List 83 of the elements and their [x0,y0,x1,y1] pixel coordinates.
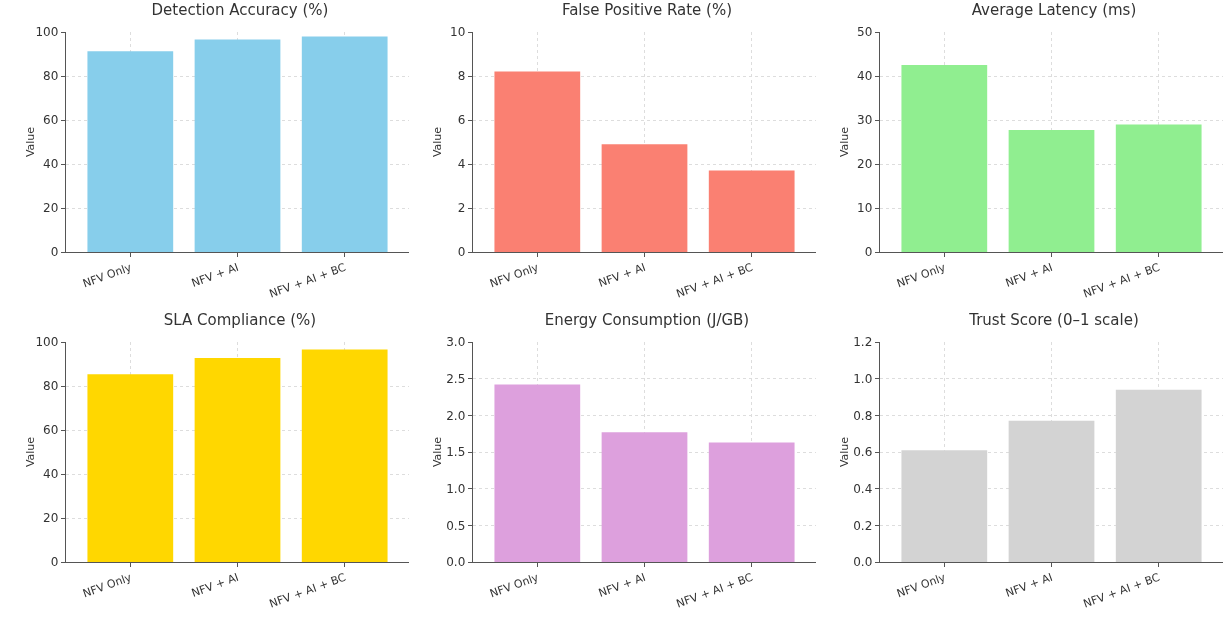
y-tick-label: 60 [43,113,59,128]
y-tick-label: 60 [43,423,59,438]
y-axis-title: Value [837,126,851,158]
y-tick-label: 20 [43,511,59,526]
x-tick-label: NFV + AI [189,570,241,600]
x-tick-label: NFV + AI + BC [674,260,755,301]
chart-title: False Positive Rate (%) [561,1,733,20]
y-tick-label: 50 [857,25,873,40]
chart-title: SLA Compliance (%) [163,311,317,330]
y-tick-label: 80 [43,379,59,394]
y-tick-label: 0.6 [853,445,873,460]
y-tick-label: 8 [457,69,466,84]
chart-title: Trust Score (0–1 scale) [968,311,1139,330]
y-tick-label: 0.5 [446,518,466,533]
x-tick-label: NFV Only [895,260,948,291]
bar [901,65,988,252]
x-tick-label: NFV + AI + BC [674,570,755,611]
y-tick-label: 80 [43,69,59,84]
bar [301,36,388,252]
y-tick-label: 0 [50,245,59,260]
bar [708,170,795,252]
bar [601,432,688,562]
x-tick-label: NFV + AI [189,260,241,290]
y-tick-label: 4 [457,157,466,172]
x-tick-label: NFV + AI [596,570,648,600]
x-tick-label: NFV + AI + BC [1081,570,1162,611]
y-tick-label: 40 [43,467,59,482]
y-tick-label: 0.4 [853,481,873,496]
y-tick-label: 30 [857,113,873,128]
bar [708,442,795,562]
chart-title: Detection Accuracy (%) [151,1,329,20]
bar [301,349,388,562]
x-tick-label: NFV + AI [1003,260,1055,290]
y-tick-label: 0.0 [446,555,466,570]
y-tick-label: 20 [857,157,873,172]
x-tick-label: NFV Only [81,570,134,601]
y-tick-label: 40 [43,157,59,172]
y-tick-label: 0 [864,245,873,260]
bar [194,358,281,562]
y-tick-label: 100 [35,335,59,350]
y-tick-label: 0.8 [853,408,873,423]
y-tick-label: 2.5 [446,371,466,386]
x-tick-label: NFV + AI [1003,570,1055,600]
y-tick-label: 0 [457,245,466,260]
y-axis-title: Value [430,126,444,158]
bar [494,71,581,252]
y-tick-label: 10 [450,25,466,40]
y-tick-label: 2 [457,201,466,216]
y-tick-label: 1.5 [446,445,466,460]
bar [1008,130,1095,252]
y-tick-label: 0 [50,555,59,570]
y-tick-label: 10 [857,201,873,216]
y-tick-label: 3.0 [446,335,466,350]
bar [1115,124,1202,252]
y-tick-label: 6 [457,113,466,128]
y-axis-title: Value [23,126,37,158]
y-tick-label: 0.2 [853,518,873,533]
x-tick-label: NFV Only [488,570,541,601]
x-tick-label: NFV Only [81,260,134,291]
y-axis-title: Value [837,436,851,468]
bar [494,384,581,562]
bar [601,144,688,252]
x-tick-label: NFV + AI [596,260,648,290]
chart-title: Energy Consumption (J/GB) [544,311,750,330]
x-tick-label: NFV Only [488,260,541,291]
y-tick-label: 0.0 [853,555,873,570]
y-tick-label: 20 [43,201,59,216]
x-tick-label: NFV Only [895,570,948,601]
chart-title: Average Latency (ms) [971,1,1137,20]
y-tick-label: 1.2 [853,335,873,350]
y-tick-label: 1.0 [446,481,466,496]
y-axis-title: Value [23,436,37,468]
bar [87,374,174,562]
bar [194,39,281,252]
y-tick-label: 2.0 [446,408,466,423]
y-axis-title: Value [430,436,444,468]
y-tick-label: 40 [857,69,873,84]
x-tick-label: NFV + AI + BC [1081,260,1162,301]
y-tick-label: 100 [35,25,59,40]
x-tick-label: NFV + AI + BC [267,570,348,611]
bar [87,51,174,252]
x-tick-label: NFV + AI + BC [267,260,348,301]
y-tick-label: 1.0 [853,371,873,386]
